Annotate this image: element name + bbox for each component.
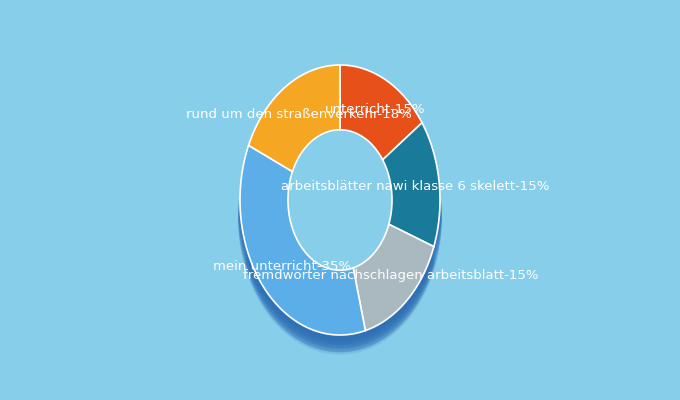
Polygon shape (238, 208, 442, 345)
Text: mein unterricht-35%: mein unterricht-35% (213, 260, 351, 273)
Polygon shape (238, 214, 442, 350)
Polygon shape (238, 213, 442, 350)
Polygon shape (238, 211, 442, 348)
Polygon shape (238, 206, 442, 343)
Polygon shape (383, 123, 440, 247)
Polygon shape (240, 145, 365, 335)
Polygon shape (245, 229, 435, 341)
Polygon shape (245, 236, 435, 348)
Polygon shape (238, 206, 442, 342)
Text: rund um den straßenverkehr-18%: rund um den straßenverkehr-18% (186, 108, 411, 120)
Polygon shape (238, 207, 442, 344)
Polygon shape (238, 216, 442, 353)
Polygon shape (238, 212, 442, 349)
Polygon shape (238, 215, 442, 352)
Text: arbeitsblätter nawi klasse 6 skelett-15%: arbeitsblätter nawi klasse 6 skelett-15% (282, 180, 549, 193)
Polygon shape (245, 233, 435, 345)
Polygon shape (238, 201, 442, 338)
Polygon shape (238, 203, 442, 340)
Polygon shape (238, 202, 442, 339)
Polygon shape (238, 204, 442, 341)
Polygon shape (238, 210, 442, 347)
Polygon shape (238, 217, 442, 354)
Polygon shape (245, 240, 435, 352)
Polygon shape (353, 224, 434, 330)
Polygon shape (238, 214, 442, 352)
Polygon shape (340, 65, 422, 160)
Polygon shape (238, 204, 442, 342)
Polygon shape (249, 65, 340, 172)
Text: unterricht-15%: unterricht-15% (325, 102, 426, 116)
Text: fremdwörter nachschlagen arbeitsblatt-15%: fremdwörter nachschlagen arbeitsblatt-15… (243, 270, 539, 282)
Polygon shape (238, 218, 442, 355)
Polygon shape (238, 209, 442, 346)
